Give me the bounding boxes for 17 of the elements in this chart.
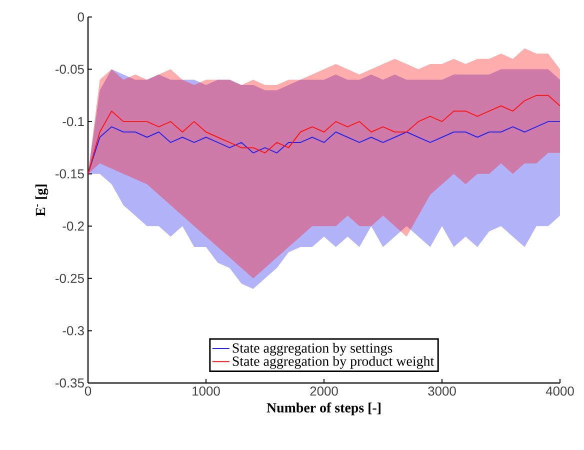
legend-label: State aggregation by product weight (232, 356, 434, 369)
y-axis-title: E$^{-}$ [g] (35, 184, 48, 216)
x-tick-label: 0 (84, 386, 92, 396)
y-tick-label: -0.35 (56, 378, 84, 388)
y-tick-label: -0.1 (62, 116, 84, 126)
y-tick-label: -0.25 (56, 274, 84, 283)
y-tick-label: -0.2 (62, 222, 84, 231)
x-tick-label: 1000 (192, 386, 220, 396)
x-tick-label: 3000 (428, 386, 456, 396)
y-tick-label: -0.15 (56, 169, 84, 178)
x-axis-title: Number of steps [-] (266, 402, 380, 416)
x-tick-label: 4000 (546, 386, 574, 396)
legend-label: State aggregation by settings (232, 342, 392, 356)
y-tick-label: 0 (78, 12, 84, 22)
x-tick-label: 2000 (310, 386, 338, 396)
y-tick-label: -0.05 (56, 64, 84, 74)
y-tick-label: -0.3 (62, 326, 84, 336)
